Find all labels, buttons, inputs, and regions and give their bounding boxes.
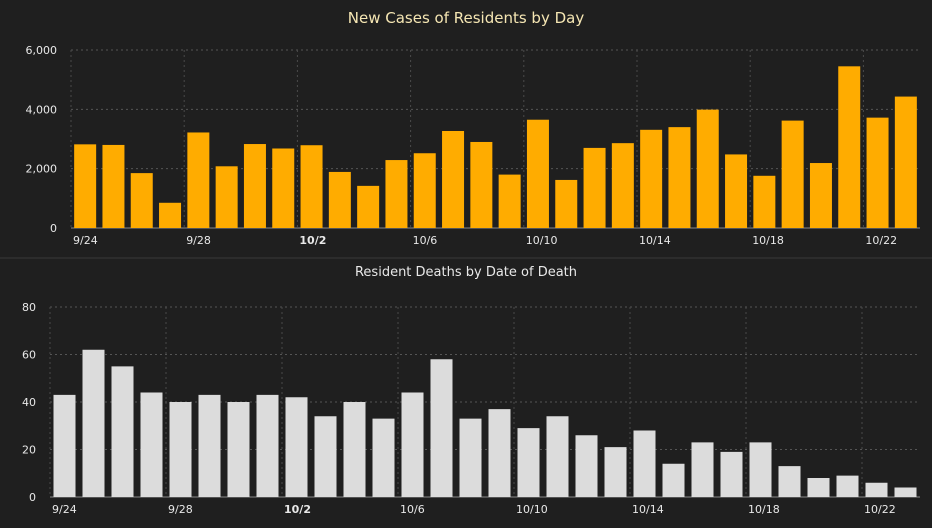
cases-bar-10-20[interactable]	[809, 163, 832, 228]
deaths-x-tick-label: 10/22	[864, 503, 896, 516]
cases-bar-10-6[interactable]	[413, 153, 436, 228]
cases-bar-9-24[interactable]	[74, 144, 97, 228]
deaths-bar-10-11[interactable]	[546, 416, 569, 497]
deaths-y-tick-label: 40	[22, 396, 36, 409]
deaths-bar-10-10[interactable]	[517, 428, 540, 497]
cases-x-tick-label: 10/2	[299, 234, 326, 247]
cases-y-tick-label: 6,000	[26, 44, 58, 57]
cases-bar-10-8[interactable]	[470, 141, 493, 228]
cases-bar-10-1[interactable]	[272, 148, 295, 228]
cases-chart-title: New Cases of Residents by Day	[348, 9, 585, 27]
cases-bar-10-12[interactable]	[583, 147, 606, 228]
deaths-bar-9-28[interactable]	[169, 402, 192, 497]
cases-bar-10-16[interactable]	[696, 109, 719, 228]
cases-y-tick-label: 2,000	[26, 163, 58, 176]
deaths-bar-9-27[interactable]	[140, 392, 163, 498]
cases-bar-10-7[interactable]	[442, 130, 465, 228]
deaths-bar-10-4[interactable]	[343, 402, 366, 497]
cases-bar-10-22[interactable]	[866, 117, 889, 228]
cases-x-tick-label: 10/6	[413, 234, 438, 247]
cases-bar-9-28[interactable]	[187, 132, 210, 228]
cases-bar-10-4[interactable]	[357, 185, 380, 228]
deaths-x-tick-label: 10/2	[284, 503, 311, 516]
cases-bar-9-27[interactable]	[159, 202, 182, 228]
cases-bar-10-14[interactable]	[640, 129, 663, 228]
deaths-bar-10-6[interactable]	[401, 392, 424, 498]
deaths-bar-10-14[interactable]	[633, 430, 656, 498]
cases-bar-10-11[interactable]	[555, 179, 578, 228]
cases-bar-10-21[interactable]	[838, 66, 861, 228]
deaths-bar-9-25[interactable]	[82, 349, 105, 497]
deaths-y-tick-label: 0	[29, 491, 36, 504]
cases-bar-10-23[interactable]	[894, 96, 917, 229]
cases-x-tick-label: 10/22	[865, 234, 897, 247]
cases-x-tick-label: 10/10	[526, 234, 558, 247]
deaths-chart-title: Resident Deaths by Date of Death	[355, 265, 577, 280]
cases-bar-9-25[interactable]	[102, 144, 125, 228]
deaths-bar-10-2[interactable]	[285, 397, 308, 497]
deaths-x-tick-label: 10/14	[632, 503, 664, 516]
deaths-x-tick-label: 10/6	[400, 503, 425, 516]
cases-chart: 0 2,000 4,000 6,000 9/24 9/28 10/2 10/6 10/10 10/…	[26, 44, 920, 247]
deaths-bar-9-24[interactable]	[53, 394, 76, 497]
cases-bar-9-26[interactable]	[130, 173, 153, 228]
cases-bar-10-18[interactable]	[753, 175, 776, 228]
deaths-bar-9-29[interactable]	[198, 394, 221, 497]
cases-bar-10-5[interactable]	[385, 160, 408, 228]
cases-y-tick-label: 0	[50, 222, 57, 235]
cases-bar-9-29[interactable]	[215, 166, 238, 228]
deaths-bar-10-16[interactable]	[691, 442, 714, 497]
deaths-bar-10-22[interactable]	[865, 482, 888, 497]
deaths-bar-9-26[interactable]	[111, 366, 134, 497]
deaths-bar-10-7[interactable]	[430, 359, 453, 497]
deaths-bar-10-20[interactable]	[807, 478, 830, 497]
cases-bar-10-3[interactable]	[328, 171, 351, 228]
cases-x-tick-label: 9/28	[186, 234, 211, 247]
deaths-y-tick-label: 80	[22, 301, 36, 314]
cases-bar-10-19[interactable]	[781, 120, 804, 228]
cases-x-tick-label: 9/24	[73, 234, 98, 247]
deaths-bar-10-18[interactable]	[749, 442, 772, 497]
deaths-bar-10-3[interactable]	[314, 416, 337, 497]
deaths-x-tick-label: 10/10	[516, 503, 548, 516]
cases-bar-10-9[interactable]	[498, 174, 521, 228]
deaths-bar-10-21[interactable]	[836, 475, 859, 497]
cases-bar-10-17[interactable]	[725, 154, 748, 228]
deaths-bar-10-1[interactable]	[256, 394, 279, 497]
cases-bar-10-15[interactable]	[668, 127, 691, 228]
deaths-bar-10-17[interactable]	[720, 451, 743, 497]
cases-bar-10-13[interactable]	[611, 143, 634, 228]
cases-y-tick-label: 4,000	[26, 103, 58, 116]
deaths-bar-10-5[interactable]	[372, 418, 395, 497]
cases-bar-10-2[interactable]	[300, 145, 323, 228]
deaths-y-tick-label: 60	[22, 349, 36, 362]
deaths-x-tick-label: 9/28	[168, 503, 193, 516]
deaths-bar-10-8[interactable]	[459, 418, 482, 497]
cases-x-tick-label: 10/14	[639, 234, 671, 247]
deaths-x-tick-label: 9/24	[52, 503, 77, 516]
deaths-bar-10-19[interactable]	[778, 466, 801, 497]
deaths-bar-9-30[interactable]	[227, 402, 250, 497]
deaths-bar-10-15[interactable]	[662, 463, 685, 497]
deaths-bar-10-9[interactable]	[488, 409, 511, 497]
deaths-chart: 0 20 40 60 80 9/24 9/28 10/2 10/6 10/10 10/14 10/18…	[22, 301, 920, 516]
cases-x-tick-label: 10/18	[752, 234, 784, 247]
cases-bar-9-30[interactable]	[243, 144, 266, 228]
deaths-bar-10-23[interactable]	[894, 487, 917, 498]
deaths-x-tick-label: 10/18	[748, 503, 780, 516]
deaths-y-tick-label: 20	[22, 444, 36, 457]
cases-bar-10-10[interactable]	[526, 119, 549, 228]
deaths-bar-10-13[interactable]	[604, 447, 627, 497]
deaths-bar-10-12[interactable]	[575, 435, 598, 497]
